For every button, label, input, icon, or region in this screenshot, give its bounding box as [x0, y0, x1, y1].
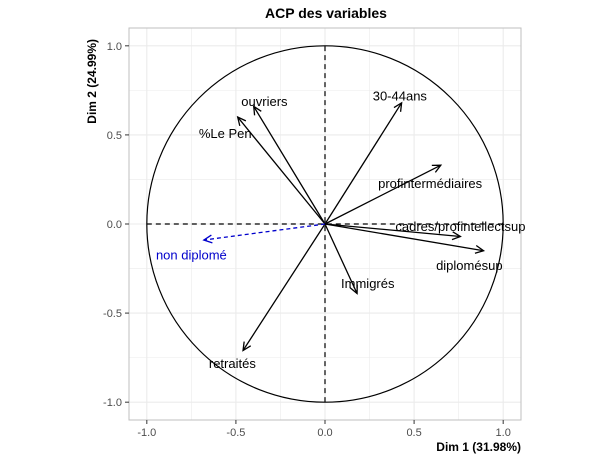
vector-arrowhead [349, 284, 358, 295]
vector-arrow [203, 223, 326, 241]
vector-arrow [253, 106, 326, 225]
vector-arrow [324, 102, 403, 225]
vector-arrow [324, 223, 484, 252]
x-tick-label: -1.0 [137, 427, 156, 439]
vector-label: 30-44ans [373, 89, 428, 104]
x-tick-label: 0.5 [406, 427, 421, 439]
y-tick-label: 0.0 [107, 219, 122, 231]
vector-label: diplomésup [436, 258, 503, 273]
x-axis-title: Dim 1 (31.98%) [436, 440, 521, 454]
vector-label: non diplomé [156, 247, 227, 262]
vector-arrowhead [451, 231, 462, 241]
vector-arrowhead [236, 115, 247, 126]
x-tick-label: 1.0 [496, 427, 511, 439]
vector-arrow [324, 164, 442, 225]
plot-panel: -1.0 -0.5 0.0 0.5 1.0 -1.0 -0.5 0.0 0.5 1.0 30-44a… [103, 27, 525, 439]
x-tick-label: 0.0 [317, 427, 332, 439]
vector-arrow [237, 116, 326, 225]
vector-arrow [324, 223, 358, 294]
vector-arrowhead [242, 341, 252, 352]
y-axis-title: Dim 2 (24.99%) [85, 39, 99, 124]
vector-label: Immigrés [341, 276, 395, 291]
vector-label: ouvriers [241, 94, 288, 109]
y-tick-label: 1.0 [107, 41, 122, 53]
chart-title: ACP des variables [265, 5, 387, 21]
vector-label: cadres/profintellectsup [395, 219, 525, 234]
vector-label: %Le Pen [199, 126, 252, 141]
vector-label: profintermédiaires [378, 176, 483, 191]
vector-arrow [242, 223, 326, 351]
vector-arrowhead [393, 101, 403, 112]
vector-arrowhead [202, 234, 213, 244]
y-tick-label: -1.0 [103, 397, 122, 409]
vector-arrowhead [252, 105, 262, 116]
x-tick-label: -0.5 [226, 427, 245, 439]
y-tick-label: 0.5 [107, 130, 122, 142]
y-tick-label: -0.5 [103, 308, 122, 320]
vector-arrowhead [474, 244, 486, 254]
vector-arrow [324, 223, 461, 238]
vector-label: retraités [209, 356, 256, 371]
vector-arrowhead [431, 164, 443, 173]
